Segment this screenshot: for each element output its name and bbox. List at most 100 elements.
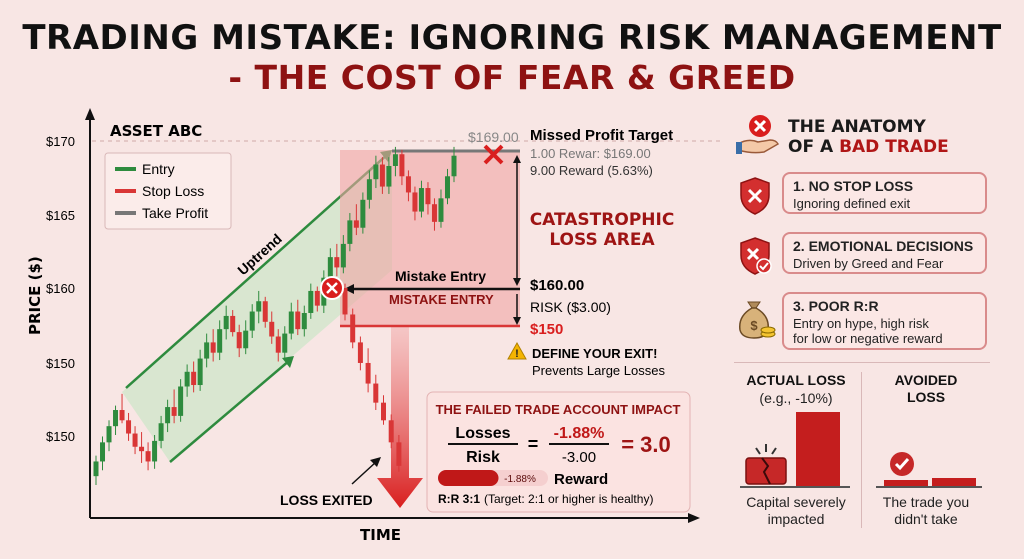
impact-reward-label: Reward	[554, 471, 608, 488]
avoided-loss-bar-b	[932, 478, 976, 486]
candle-body	[373, 383, 379, 403]
candle-body	[347, 220, 353, 244]
impact-rr-prefix: R:R 3:1	[438, 492, 480, 506]
impact-bar-value: -1.88%	[504, 474, 536, 485]
candle-body	[365, 362, 371, 384]
loss-down-arrow	[377, 326, 423, 508]
y-axis-label: PRICE ($)	[26, 256, 44, 335]
avoided-loss-title-1: AVOIDED	[894, 372, 958, 388]
avoided-loss-title-2: LOSS	[906, 389, 946, 405]
anatomy-item-heading: 3. POOR R:R	[793, 298, 879, 314]
take-profit-price: $169.00	[468, 129, 519, 145]
anatomy-title-line2-a: OF A	[788, 137, 840, 157]
candle-body	[444, 176, 450, 199]
avoided-loss-baseline	[876, 486, 982, 488]
candle-body	[386, 165, 392, 187]
candle-body	[262, 301, 268, 322]
actual-loss-caption-2: impacted	[767, 511, 825, 527]
candle-body	[373, 164, 379, 180]
candle-body	[171, 407, 177, 416]
risk-measure-head	[513, 317, 521, 325]
candle-body	[269, 321, 275, 337]
anatomy-title: THE ANATOMY OF A BAD TRADE	[788, 117, 949, 157]
candle-body	[126, 420, 132, 434]
candle-body	[230, 315, 236, 333]
candle-body	[223, 315, 229, 330]
candle-body	[301, 312, 307, 330]
hand-x-icon	[734, 110, 782, 158]
actual-loss-title: ACTUAL LOSS	[746, 372, 846, 388]
avoided-loss-caption-2: didn't take	[894, 511, 958, 527]
loss-exited-label: LOSS EXITED	[280, 492, 373, 508]
main-subtitle: - THE COST OF FEAR & GREED	[228, 58, 796, 97]
y-tick-label: $170	[46, 134, 75, 149]
anatomy-title-line2-b: BAD TRADE	[839, 137, 949, 157]
mistake-entry-label: Mistake Entry	[395, 268, 486, 284]
catastrophic-label-1: CATASTROPHIC	[530, 210, 675, 230]
candle-body	[249, 311, 255, 331]
candle-body	[139, 446, 145, 452]
candle-body	[438, 198, 444, 222]
y-axis-arrow	[85, 108, 95, 120]
candle-body	[152, 440, 158, 462]
candle-body	[204, 342, 210, 359]
candle-body	[93, 461, 99, 477]
y-tick-label: $150	[46, 356, 75, 371]
impact-result: = 3.0	[621, 432, 671, 457]
check-circle-icon	[890, 452, 914, 476]
candle-body	[353, 220, 359, 228]
candle-body	[418, 188, 424, 212]
anatomy-item-heading: 2. EMOTIONAL DECISIONS	[793, 238, 974, 254]
candle-body	[243, 330, 249, 349]
reward-measure-head	[513, 278, 521, 286]
define-exit-label: DEFINE YOUR EXIT!	[532, 346, 657, 361]
anatomy-item-sub: Driven by Greed and Fear	[793, 256, 944, 271]
uptrend-arrow-lower	[169, 359, 291, 463]
loss-exited-pointer	[351, 461, 377, 485]
svg-text:$: $	[750, 318, 758, 333]
impact-eq: =	[528, 434, 539, 454]
anatomy-item-sub: Entry on hype, high risk	[793, 316, 929, 331]
candle-body	[350, 314, 356, 343]
reward-measure-tail	[513, 155, 521, 163]
candles	[93, 146, 457, 485]
prevents-label: Prevents Large Losses	[532, 363, 665, 378]
shield-x-icon	[740, 177, 770, 215]
loss-exited-pointer-head	[370, 457, 381, 467]
legend-tp: Take Profit	[142, 205, 208, 221]
broken-piggy-icon	[745, 444, 787, 485]
candle-body	[366, 179, 372, 200]
missed-profit-target: Missed Profit Target	[530, 127, 673, 144]
impact-rr-note: (Target: 2:1 or higher is healthy)	[484, 492, 653, 506]
impact-title: THE FAILED TRADE ACCOUNT IMPACT	[436, 402, 681, 417]
anatomy-title-line2: OF A BAD TRADE	[788, 137, 949, 157]
y-tick-label: $150	[46, 429, 75, 444]
candle-body	[381, 402, 386, 421]
anatomy-item-emotional: 2. EMOTIONAL DECISIONS Driven by Greed a…	[782, 232, 987, 274]
candle-body	[236, 332, 242, 349]
entry-price-label: $160.00	[530, 277, 584, 294]
avoided-loss-caption-1: The trade you	[882, 494, 970, 510]
panel-divider	[734, 362, 990, 363]
candle-body	[100, 442, 106, 462]
candle-body	[113, 410, 119, 427]
svg-text:!: !	[515, 348, 519, 360]
compare-divider	[861, 372, 862, 528]
candle-body	[210, 342, 216, 353]
candle-body	[158, 423, 164, 441]
anatomy-item-sub2: for low or negative reward	[793, 331, 943, 346]
actual-loss-sub: (e.g., -10%)	[759, 390, 833, 406]
candle-body	[360, 199, 366, 228]
candle-body	[399, 154, 405, 177]
stop-price-label: $150	[530, 321, 563, 338]
candle-body	[217, 329, 223, 353]
candle-body	[327, 257, 333, 278]
mistake-entry-x-icon	[320, 276, 344, 300]
reward-line-a: 1.00 Rewar: $169.00	[530, 146, 651, 161]
candle-body	[388, 420, 394, 443]
chart-title: ASSET ABC	[110, 122, 202, 140]
anatomy-item-heading: 1. NO STOP LOSS	[793, 178, 914, 194]
candle-body	[308, 290, 314, 313]
avoided-loss-bar-a	[884, 480, 928, 486]
candle-body	[379, 164, 385, 187]
